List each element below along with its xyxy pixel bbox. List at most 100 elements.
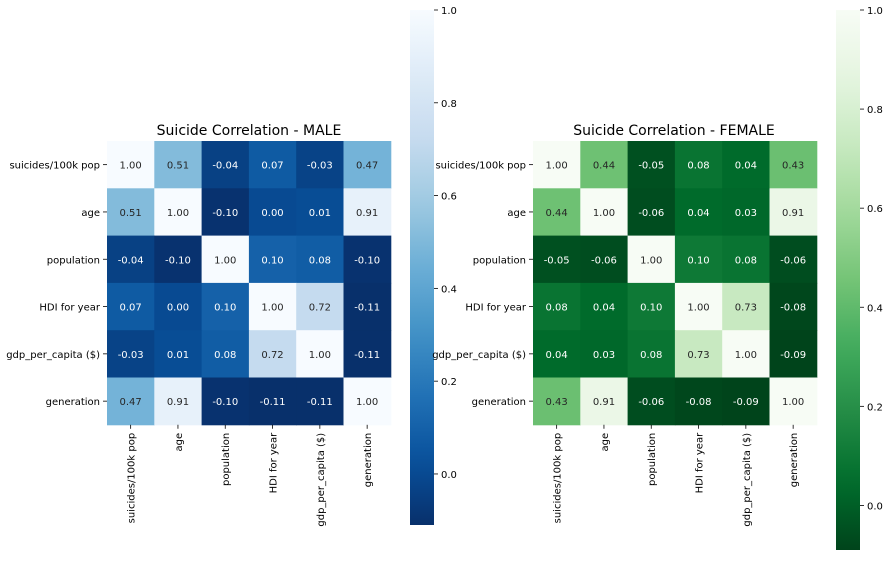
male-heatmap-cell [201, 188, 250, 237]
female-cell-value-label: 0.91 [593, 397, 615, 408]
female-heatmap-cell [533, 188, 581, 237]
female-row-label: age [507, 208, 526, 219]
female-cell-value-label: 1.00 [593, 208, 615, 219]
male-col-label: suicides/100k pop [127, 433, 138, 524]
female-heatmap-cell [674, 141, 723, 189]
male-heatmap-cell [201, 330, 250, 378]
female-cell-value-label: -0.06 [638, 208, 664, 219]
female-cell-value-label: 1.00 [735, 350, 757, 361]
female-cell-value-label: 0.08 [546, 303, 568, 314]
male-col-label: gdp_per_capita ($) [316, 433, 327, 527]
male-heatmap-cell [201, 235, 250, 284]
male-heatmap-cell [154, 330, 203, 378]
female-heatmap-cell [580, 377, 629, 426]
male-heatmap-cell [343, 377, 392, 426]
male-cell-value-label: 0.51 [120, 208, 142, 219]
female-heatmap-cell [722, 235, 770, 284]
female-row-label: HDI for year [465, 303, 526, 314]
male-heatmap-cell [248, 282, 297, 331]
male-heatmap-cell [248, 235, 297, 284]
female-cell-value-label: 0.04 [546, 350, 568, 361]
female-heatmap-cell [769, 188, 818, 237]
male-colorbar-tick-label: 0.8 [441, 99, 457, 110]
male-cell-value-label: -0.10 [165, 255, 191, 266]
female-heatmap-cell [722, 377, 770, 426]
female-colorbar-tick-label: 0.8 [867, 105, 883, 116]
male-heatmap-cell [296, 330, 344, 378]
female-cell-value-label: 0.44 [593, 161, 615, 172]
male-heatmap-cell [154, 377, 203, 426]
male-cell-value-label: -0.11 [354, 303, 380, 314]
female-cell-value-label: -0.09 [780, 350, 806, 361]
male-heatmap-cell [343, 235, 392, 284]
male-cell-value-label: -0.11 [307, 397, 333, 408]
female-cell-value-label: 0.44 [546, 208, 568, 219]
male-row-label: generation [46, 397, 100, 408]
male-heatmap-cell [296, 141, 344, 189]
female-row-label: gdp_per_capita ($) [432, 350, 526, 361]
male-cell-value-label: 0.07 [120, 303, 142, 314]
male-heatmap-cell [296, 282, 344, 331]
female-col-label: HDI for year [695, 432, 706, 493]
female-heatmap-cell [533, 377, 581, 426]
male-heatmap-cell [154, 141, 203, 189]
female-heatmap-cell [580, 141, 629, 189]
male-row-label: age [81, 208, 100, 219]
female-cell-value-label: 0.03 [735, 208, 757, 219]
male-cell-value-label: -0.10 [212, 208, 238, 219]
female-cell-value-label: 1.00 [687, 303, 709, 314]
female-cell-value-label: 0.08 [735, 255, 757, 266]
female-heatmap-cell [674, 188, 723, 237]
male-cell-value-label: 1.00 [167, 208, 189, 219]
male-chart-title: Suicide Correlation - MALE [157, 123, 342, 139]
male-col-label: age [174, 433, 185, 452]
female-heatmap-cell [722, 330, 770, 378]
female-heatmap-cell [627, 377, 676, 426]
male-cell-value-label: 0.47 [120, 397, 142, 408]
female-cell-value-label: 0.03 [593, 350, 615, 361]
female-cell-value-label: 1.00 [546, 161, 568, 172]
female-col-label: generation [789, 433, 800, 487]
female-cell-value-label: 0.08 [640, 350, 662, 361]
female-heatmap-cell [533, 330, 581, 378]
male-heatmap-cell [154, 188, 203, 237]
male-heatmap-cell [107, 377, 155, 426]
female-heatmap-cell [533, 282, 581, 331]
female-colorbar-tick-label: 0.6 [867, 204, 883, 215]
female-cell-value-label: 0.43 [546, 397, 568, 408]
female-heatmap-cell [627, 282, 676, 331]
female-heatmap-cell [580, 282, 629, 331]
female-heatmap-panel: Suicide Correlation - FEMALE 1.00 0.44 -0.… [432, 6, 883, 550]
male-heatmap-cell [248, 377, 297, 426]
female-cell-value-label: -0.06 [780, 255, 806, 266]
male-cell-value-label: 1.00 [356, 397, 378, 408]
male-heatmap-cell [296, 188, 344, 237]
male-heatmap-cell [343, 330, 392, 378]
female-heatmap-cell [627, 235, 676, 284]
male-col-label: population [221, 433, 232, 486]
female-heatmap-cell [769, 330, 818, 378]
female-row-label: suicides/100k pop [435, 161, 526, 172]
female-heatmap-cell [722, 188, 770, 237]
female-col-label: suicides/100k pop [553, 433, 564, 524]
female-cell-value-label: 0.43 [782, 161, 804, 172]
male-cell-value-label: -0.10 [354, 255, 380, 266]
male-heatmap-cell [248, 330, 297, 378]
female-col-label: population [647, 433, 658, 486]
male-cell-value-label: 1.00 [214, 255, 236, 266]
male-cell-value-label: -0.10 [212, 397, 238, 408]
male-cell-value-label: 1.00 [120, 161, 142, 172]
female-heatmap-cell [722, 282, 770, 331]
male-cell-value-label: 1.00 [261, 303, 283, 314]
male-colorbar-tick-label: 0.0 [441, 470, 457, 481]
male-colorbar-tick-label: 0.6 [441, 192, 457, 203]
male-heatmap-cell [343, 141, 392, 189]
female-cell-value-label: 0.73 [735, 303, 757, 314]
male-cell-value-label: 0.08 [309, 255, 331, 266]
female-cell-value-label: -0.06 [638, 397, 664, 408]
male-colorbar-tick-label: 1.0 [441, 6, 457, 17]
female-cell-value-label: -0.05 [638, 161, 664, 172]
male-cell-value-label: 0.72 [309, 303, 331, 314]
